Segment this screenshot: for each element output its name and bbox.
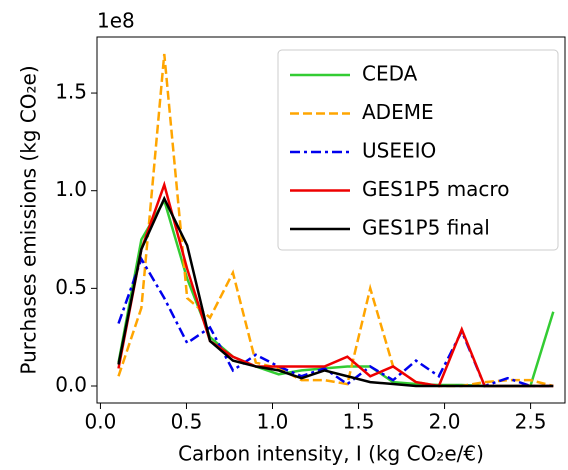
y-tick-label: 0.0 <box>55 373 87 397</box>
legend-label: ADEME <box>362 100 434 124</box>
x-tick-label: 0.5 <box>171 410 203 434</box>
legend-label: USEEIO <box>362 139 436 163</box>
legend-box <box>277 49 559 251</box>
series-line <box>117 180 554 388</box>
y-tick-label: 1.0 <box>55 177 87 201</box>
y-offset-label: 1e8 <box>97 9 135 33</box>
x-tick-label: 0.0 <box>85 410 117 434</box>
plot-frame <box>96 36 566 404</box>
y-axis-label: Purchases emissions (kg CO₂e) <box>17 65 41 374</box>
legend-label: GES1P5 final <box>362 216 490 240</box>
series-line <box>117 53 554 388</box>
y-tick-label: 1.5 <box>55 80 87 104</box>
series-line <box>117 195 554 388</box>
x-tick-label: 2.5 <box>515 410 547 434</box>
legend-label: GES1P5 macro <box>362 177 509 201</box>
x-tick-label: 1.0 <box>257 410 289 434</box>
x-axis-label: Carbon intensity, I (kg CO₂e/€) <box>178 442 484 466</box>
legend-label: CEDA <box>362 62 418 86</box>
x-tick-label: 2.0 <box>429 410 461 434</box>
x-tick-label: 1.5 <box>343 410 375 434</box>
y-tick-label: 0.5 <box>55 275 87 299</box>
